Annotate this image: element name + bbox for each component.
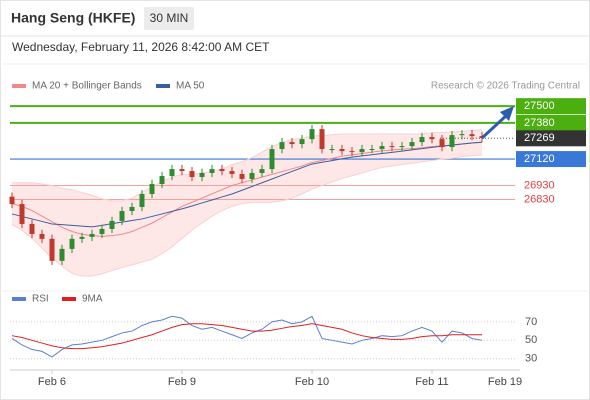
rsi-line — [11, 315, 483, 358]
level-label: 27269 — [524, 132, 555, 144]
chart-subtitle: Wednesday, February 11, 2026 8:42:00 AM … — [12, 40, 270, 54]
level-label: 26930 — [524, 179, 555, 191]
candle-body — [79, 236, 85, 239]
timeframe-box — [144, 7, 194, 30]
bollinger-band — [12, 129, 482, 277]
candle-body — [89, 233, 95, 237]
candle-body — [259, 169, 265, 173]
forecast-arrow — [480, 112, 510, 140]
candle-body — [299, 139, 305, 145]
candle-body — [409, 142, 415, 147]
level-box — [516, 151, 586, 168]
level-label: 27120 — [524, 153, 555, 165]
x-tick-label: Feb 11 — [415, 376, 448, 388]
candle-body — [249, 172, 255, 179]
y-tick-label: 30 — [525, 353, 537, 365]
timeframe: 30 MIN — [150, 11, 189, 25]
candle-body — [139, 194, 145, 207]
candle-body — [169, 169, 175, 177]
level-box — [516, 114, 586, 131]
legend-label: RSI — [32, 294, 49, 305]
candle-body — [29, 223, 35, 234]
candle-body — [359, 149, 365, 153]
candle-body — [69, 238, 75, 249]
legend-label: 9MA — [82, 294, 103, 305]
candle-body — [419, 137, 425, 143]
candle-body — [279, 142, 285, 150]
candle-body — [19, 204, 25, 224]
candle-body — [219, 169, 225, 172]
rsi-line — [11, 323, 482, 350]
ma50-line — [11, 141, 483, 228]
candle-body — [449, 135, 455, 148]
candle-body — [429, 137, 435, 140]
candle-body — [339, 149, 345, 152]
legend-label: MA 20 + Bollinger Bands — [32, 81, 142, 92]
y-tick-label: 50 — [525, 334, 537, 346]
candle-body — [149, 183, 155, 195]
credit: Research © 2026 Trading Central — [431, 81, 580, 92]
candle-body — [289, 142, 295, 145]
candle-body — [459, 134, 465, 136]
candle-body — [439, 139, 445, 148]
candle-body — [39, 233, 45, 239]
candle-body — [239, 173, 245, 179]
bollinger-lower — [11, 154, 483, 277]
candle-body — [469, 134, 475, 137]
level-label: 26830 — [524, 193, 555, 205]
level-label: 27380 — [524, 117, 555, 129]
candle-body — [399, 146, 405, 148]
candle-body — [269, 149, 275, 170]
legend-label: MA 50 — [176, 81, 205, 92]
level-box — [516, 98, 586, 115]
candle-body — [99, 228, 105, 234]
candle-body — [119, 211, 125, 221]
candle-body — [309, 129, 315, 140]
chart-title: Hang Seng (HKFE) — [11, 10, 135, 26]
x-tick-label: Feb 9 — [168, 376, 196, 388]
candle-body — [369, 149, 375, 151]
legend-swatch — [62, 297, 76, 301]
candle-body — [209, 169, 215, 173]
y-tick-label: 70 — [525, 316, 537, 328]
candle-body — [389, 146, 395, 148]
candle-body — [229, 171, 235, 174]
candle-body — [379, 146, 385, 150]
candle-body — [319, 129, 325, 150]
legend-swatch — [12, 297, 26, 301]
candle-body — [9, 196, 15, 205]
legend-swatch — [12, 84, 26, 88]
forecast-arrowhead — [500, 106, 514, 121]
candle-body — [49, 238, 55, 261]
level-label: 27500 — [524, 100, 555, 112]
level-box — [516, 130, 586, 147]
candle-body — [129, 206, 135, 212]
bollinger-upper — [12, 129, 483, 202]
candle-body — [349, 151, 355, 153]
candle-body — [159, 176, 165, 184]
candle-body — [179, 169, 185, 172]
legend-swatch — [156, 84, 170, 88]
x-tick-label: Feb 19 — [488, 376, 522, 388]
x-tick-label: Feb 10 — [295, 376, 329, 388]
candle-body — [199, 172, 205, 178]
x-tick-label: Feb 6 — [38, 376, 66, 388]
candle-body — [329, 149, 335, 151]
candle-body — [189, 171, 195, 178]
candle-body — [109, 220, 115, 229]
candle-body — [59, 248, 65, 261]
